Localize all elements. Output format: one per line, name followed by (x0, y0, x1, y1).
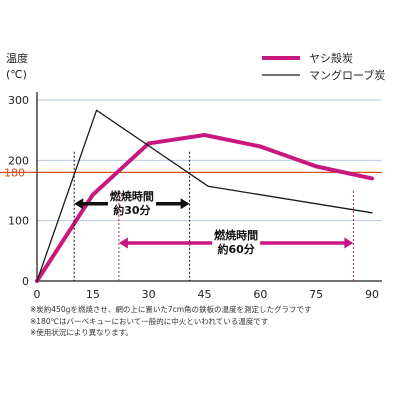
y-tick-300: 300 (8, 94, 29, 107)
annotation-label-line2: 約60分 (217, 242, 254, 256)
tick-labels: 180 0 100 200 300 0 15 30 45 60 75 90 (4, 94, 379, 301)
annotation-label-line1: 燃焼時間 (109, 189, 154, 203)
series-lines (35, 109, 374, 283)
x-tick-90: 90 (365, 288, 379, 301)
footnote-3: ※使用状況により異なります。 (30, 328, 133, 337)
footnotes: ※炭約450gを燃焼させ、網の上に置いた7cm角の鉄板の温度を測定したグラフです… (30, 304, 390, 339)
y-tick-0: 0 (22, 275, 29, 288)
reference-line-label: 180 (4, 166, 25, 179)
annotation-label-bg (107, 186, 156, 217)
series-line-2 (36, 109, 373, 282)
legend-label-2: マングローブ炭 (309, 68, 385, 82)
footnote-2: ※180℃はバーベキューにおいて一般的に中火といわれている温度です (30, 316, 269, 326)
y-axis-label: 温度 (℃) (6, 51, 28, 81)
x-tick-45: 45 (198, 288, 212, 301)
y-axis-label-line1: 温度 (6, 51, 28, 65)
y-tick-100: 100 (8, 215, 29, 228)
annotation-label-line2: 約30分 (113, 203, 150, 217)
footnote-1: ※炭約450gを燃焼させ、網の上に置いた7cm角の鉄板の温度を測定したグラフです (30, 305, 312, 314)
series-line-1 (35, 132, 374, 283)
annotation-label-line1: 燃焼時間 (213, 228, 258, 242)
x-tick-30: 30 (142, 288, 156, 301)
annotation-arrowhead-right (344, 237, 354, 249)
annotation-arrowhead-left (118, 237, 128, 249)
annotation-arrowhead-right (180, 198, 190, 210)
annotation-arrowhead-left (74, 198, 84, 210)
grid-lines (0, 99, 382, 222)
axes (36, 92, 382, 282)
annotation-label-bg (212, 225, 261, 256)
legend-label-1: ヤシ殻炭 (309, 51, 353, 65)
x-tick-0: 0 (34, 288, 41, 301)
x-tick-75: 75 (309, 288, 323, 301)
x-tick-15: 15 (86, 288, 100, 301)
y-axis-label-line2: (℃) (6, 68, 27, 81)
x-tick-60: 60 (253, 288, 267, 301)
y-tick-200: 200 (8, 154, 29, 167)
